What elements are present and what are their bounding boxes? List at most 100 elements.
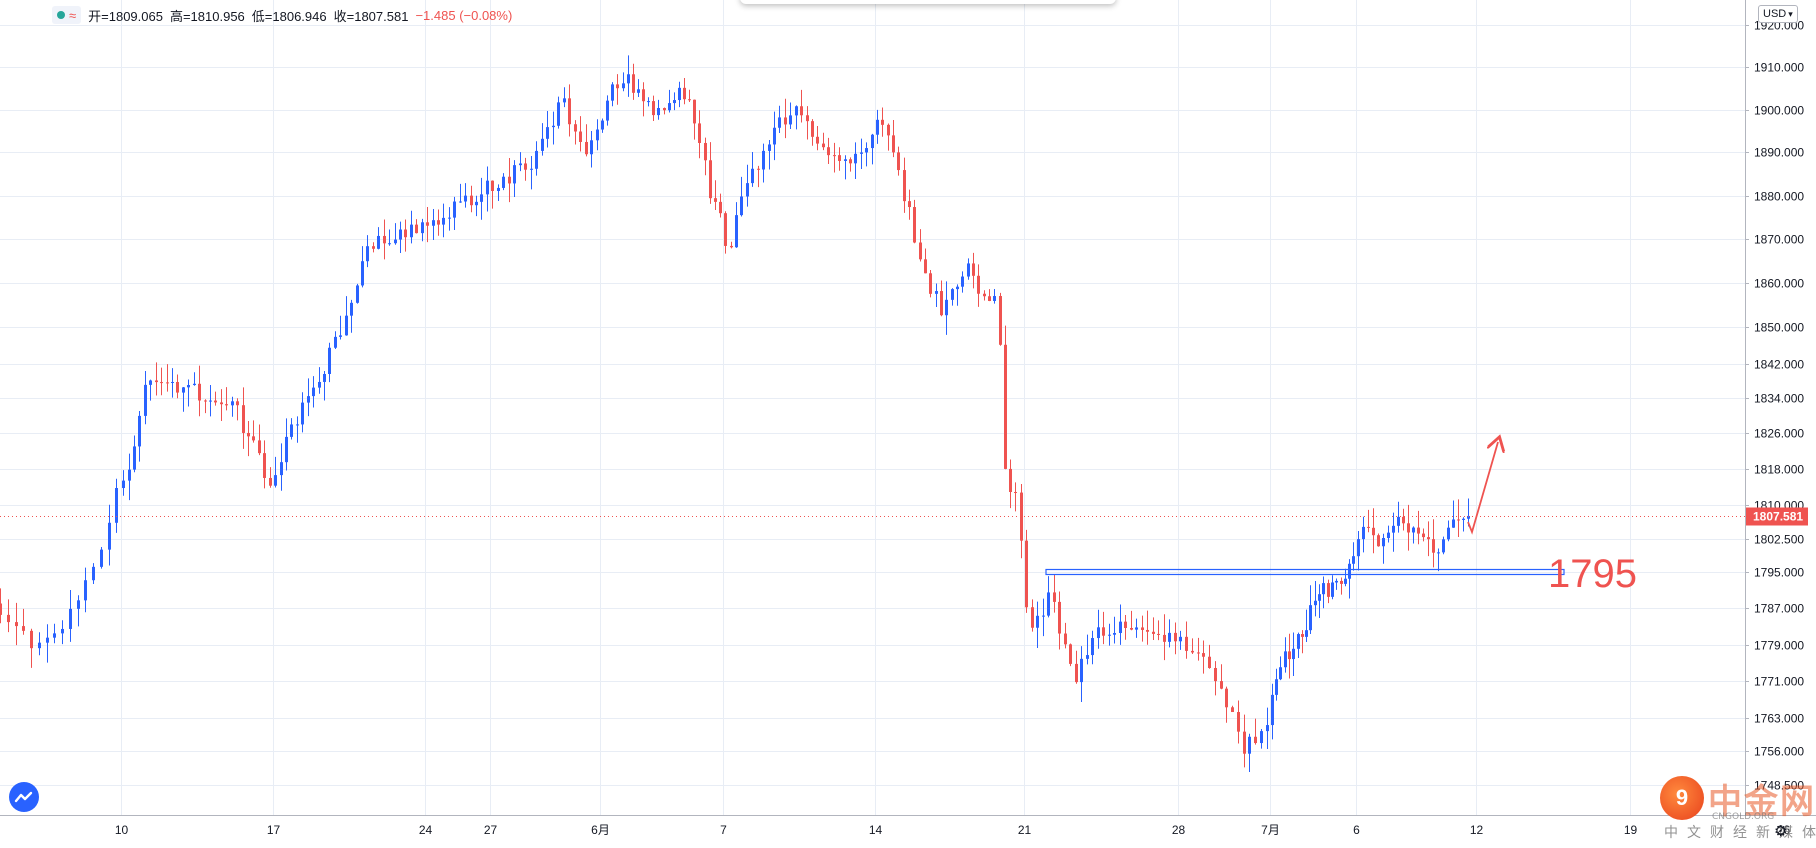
- candle-body: [432, 220, 435, 226]
- candle-body: [491, 180, 494, 191]
- candle-body: [751, 168, 754, 184]
- candle-body: [1208, 656, 1211, 669]
- candle-body: [508, 176, 511, 184]
- candle-body: [627, 74, 630, 84]
- candle-body: [258, 440, 261, 454]
- candle-body: [301, 402, 304, 425]
- price-tick-label: 1787.000: [1754, 602, 1804, 616]
- candle-body: [209, 400, 212, 402]
- candle-body: [1058, 601, 1061, 634]
- candle-body: [601, 120, 604, 130]
- candle-body: [1407, 523, 1410, 533]
- candle-body: [1214, 668, 1217, 682]
- candle-body: [1271, 694, 1274, 726]
- candle-body: [453, 201, 456, 218]
- settings-gear-icon[interactable]: ⚙: [1774, 823, 1788, 840]
- candle-body: [585, 141, 588, 155]
- candle-body: [816, 136, 819, 144]
- candle-body: [1014, 492, 1017, 494]
- candle-body: [1053, 592, 1056, 602]
- candle-body: [956, 286, 959, 290]
- candle-body: [876, 119, 879, 135]
- candle-body: [740, 196, 743, 216]
- time-tick-label: 12: [1470, 823, 1484, 837]
- candle-body: [1305, 630, 1308, 637]
- candle-body: [678, 87, 681, 101]
- price-tick-label: 1842.000: [1754, 358, 1804, 372]
- time-axis[interactable]: 10 17 24 27 6月 7 14 21 28 7月 6 12 19 26: [0, 815, 1816, 838]
- candle-body: [983, 293, 986, 297]
- candle-body: [1447, 527, 1450, 540]
- candle-body: [1113, 633, 1116, 635]
- time-tick-label: 21: [1018, 823, 1032, 837]
- candle-body: [908, 201, 911, 208]
- candle-body: [1231, 707, 1234, 713]
- candle-body: [919, 242, 922, 260]
- candle-body: [913, 207, 916, 243]
- candle-body: [647, 101, 650, 103]
- candle-body: [1020, 492, 1023, 541]
- candle-body: [1377, 535, 1380, 547]
- candle-body: [1352, 556, 1355, 564]
- candle-body: [854, 153, 857, 164]
- open-value: 开=1809.065: [88, 8, 163, 24]
- candle-body: [263, 453, 266, 478]
- candle-body: [399, 229, 402, 240]
- candle-body: [881, 119, 884, 125]
- candle-body: [1372, 527, 1375, 536]
- candle-body: [280, 462, 283, 476]
- candle-body: [231, 401, 234, 406]
- candle-body: [1191, 650, 1194, 653]
- candle-body: [1437, 552, 1440, 554]
- candle-body: [579, 131, 582, 142]
- time-tick-label: 6: [1353, 823, 1360, 837]
- candle-body: [961, 276, 964, 287]
- candle-body: [714, 198, 717, 202]
- candle-body: [404, 229, 407, 238]
- candle-body: [1367, 526, 1370, 528]
- candle-body: [637, 89, 640, 93]
- candle-body: [590, 140, 593, 155]
- candle-body: [296, 424, 299, 426]
- price-axis[interactable]: 1920.0001910.0001900.0001890.0001880.000…: [1745, 0, 1816, 815]
- candle-body: [122, 480, 125, 489]
- candle-body: [800, 106, 803, 116]
- candle-body: [1185, 636, 1188, 651]
- price-tick-label: 1779.000: [1754, 639, 1804, 653]
- price-tick-label: 1910.000: [1754, 61, 1804, 75]
- currency-selector[interactable]: USD ▾: [1758, 5, 1798, 23]
- candle-body: [377, 235, 380, 249]
- candle-body: [999, 296, 1002, 345]
- candle-body: [225, 404, 228, 406]
- candle-body: [1279, 667, 1282, 680]
- candle-body: [176, 381, 179, 393]
- candle-body: [252, 436, 255, 441]
- price-tick-label: 1834.000: [1754, 392, 1804, 406]
- candle-body: [762, 150, 765, 170]
- candle-body: [1314, 600, 1317, 606]
- candle-body: [61, 628, 64, 634]
- candle-body: [977, 275, 980, 294]
- drawing-layer[interactable]: 1795: [0, 442, 1745, 596]
- symbol-status-badge[interactable]: ≈: [52, 6, 82, 24]
- candle-body: [1163, 634, 1166, 642]
- candle-body: [1275, 679, 1278, 695]
- candle-body: [1135, 627, 1138, 630]
- price-tick-label: 1748.500: [1754, 779, 1804, 793]
- candle-body: [1097, 627, 1100, 639]
- candle-body: [160, 382, 163, 384]
- candle-body: [1108, 634, 1111, 636]
- tradingview-logo-icon[interactable]: [9, 782, 39, 812]
- price-tick-label: 1826.000: [1754, 427, 1804, 441]
- high-value: 高=1810.956: [169, 8, 245, 24]
- candle-body: [1284, 651, 1287, 668]
- candle-body: [865, 148, 868, 153]
- candle-body: [307, 396, 310, 403]
- candle-body: [746, 183, 749, 197]
- candle-body: [632, 74, 635, 93]
- candle-body: [871, 134, 874, 149]
- candle-body: [1335, 580, 1338, 583]
- price-tick-label: 1850.000: [1754, 321, 1804, 335]
- candle-body: [789, 115, 792, 125]
